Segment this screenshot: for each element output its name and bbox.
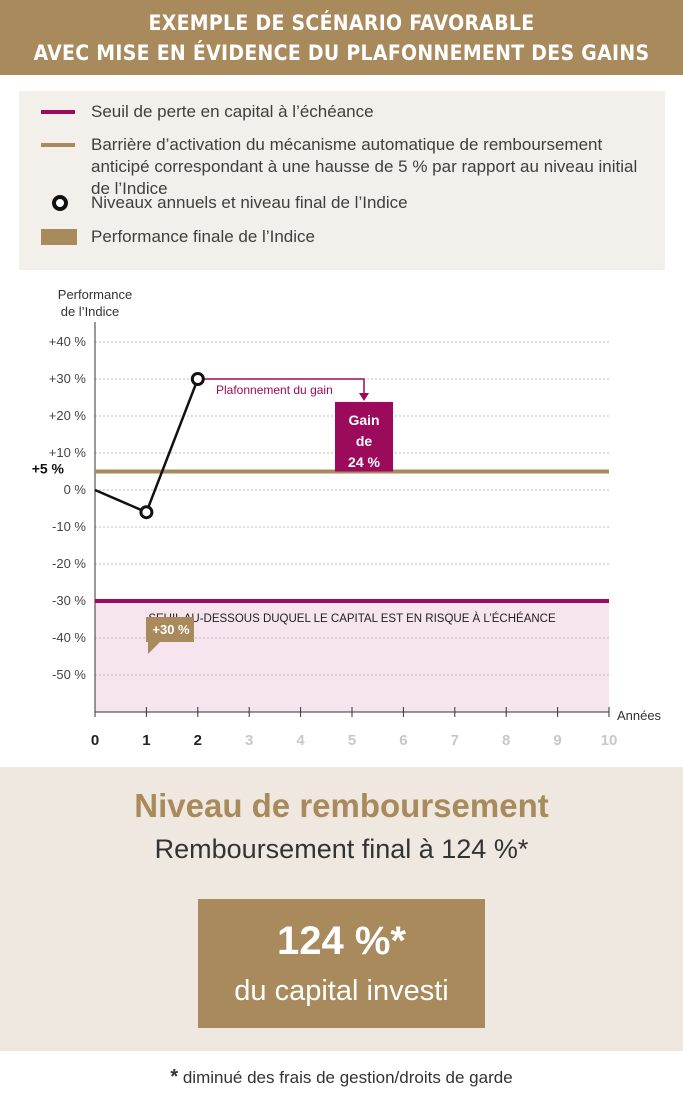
- gain-label: 24 %: [348, 454, 380, 470]
- legend-label: Performance finale de l’Indice: [91, 227, 315, 246]
- x-tick-label: 3: [245, 732, 253, 749]
- footnote-text: diminué des frais de gestion/droits de g…: [178, 1068, 513, 1087]
- x-tick-label: 2: [194, 732, 202, 749]
- y-axis-label: de l’Indice: [61, 304, 120, 319]
- cap-arrow-head: [359, 392, 369, 401]
- y-tick-label: -50 %: [52, 667, 86, 682]
- y-tick-label: +20 %: [49, 408, 87, 423]
- callout-bubble: [146, 617, 194, 654]
- callout-label: +30 %: [152, 622, 190, 637]
- x-tick-label: 4: [296, 732, 305, 749]
- result-box: 124 %* du capital investi: [198, 899, 485, 1028]
- threshold-label: SEUIL AU-DESSOUS DUQUEL LE CAPITAL EST E…: [148, 612, 556, 625]
- gold-box-swatch: [41, 229, 77, 245]
- gain-label: de: [356, 433, 373, 449]
- x-tick-label: 10: [601, 732, 618, 749]
- legend-label: Niveaux annuels et niveau final de l’Ind…: [91, 193, 408, 212]
- y-tick-label: -20 %: [52, 556, 86, 571]
- data-point: [190, 372, 205, 386]
- title-line-1: EXEMPLE DE SCÉNARIO FAVORABLE: [148, 10, 535, 35]
- result-subline: Remboursement final à 124 %*: [154, 834, 529, 864]
- y-tick-label: -40 %: [52, 630, 86, 645]
- y-tick-label: -30 %: [52, 593, 86, 608]
- result-caption: du capital investi: [234, 975, 449, 1007]
- y-tick-label: +40 %: [49, 334, 87, 349]
- magenta-line-swatch: [41, 110, 75, 114]
- cap-arrow: [197, 378, 365, 395]
- circle-marker-icon: [52, 195, 68, 211]
- y-tick-label: +30 %: [49, 371, 87, 386]
- y-tick-label: +10 %: [49, 445, 87, 460]
- x-tick-label: 8: [502, 732, 510, 749]
- legend-label: Barrière d’activation du mécanisme autom…: [91, 135, 638, 198]
- y-tick-label: -10 %: [52, 519, 86, 534]
- cap-label: Plafonnement du gain: [216, 383, 333, 397]
- title-line-2: AVEC MISE EN ÉVIDENCE DU PLAFONNEMENT DE…: [33, 40, 650, 65]
- barrier-label: +5 %: [32, 461, 65, 477]
- performance-chart: +40 % +30 % +20 % +10 % 0 % -10 % -20 % -30 % -4…: [32, 287, 662, 749]
- result-value: 124 %*: [277, 919, 406, 963]
- x-tick-label: 9: [553, 732, 561, 749]
- performance-line: [94, 378, 199, 514]
- legend-label: Seuil de perte en capital à l’échéance: [91, 102, 374, 121]
- gain-label: Gain: [348, 412, 379, 428]
- result-panel: Niveau de remboursement Remboursement fi…: [0, 767, 683, 1051]
- gain-box: [335, 401, 393, 472]
- data-point: [139, 505, 154, 520]
- x-tick-label: 0: [91, 732, 99, 749]
- y-axis-label: Performance: [58, 287, 132, 302]
- legend: Seuil de perte en capital à l’échéance B…: [19, 91, 665, 270]
- x-tick-label: 5: [348, 732, 356, 749]
- title-banner: EXEMPLE DE SCÉNARIO FAVORABLE AVEC MISE …: [0, 0, 683, 75]
- x-tick-label: 6: [399, 732, 407, 749]
- footnote-star: *: [170, 1066, 179, 1088]
- gold-line-swatch: [41, 143, 75, 147]
- x-tick-label: 1: [142, 732, 150, 749]
- x-axis-label: Années: [617, 708, 662, 723]
- y-tick-label: 0 %: [64, 482, 87, 497]
- x-tick-label: 7: [451, 732, 459, 749]
- result-headline: Niveau de remboursement: [134, 787, 549, 824]
- footnote: * diminué des frais de gestion/droits de…: [0, 1066, 683, 1089]
